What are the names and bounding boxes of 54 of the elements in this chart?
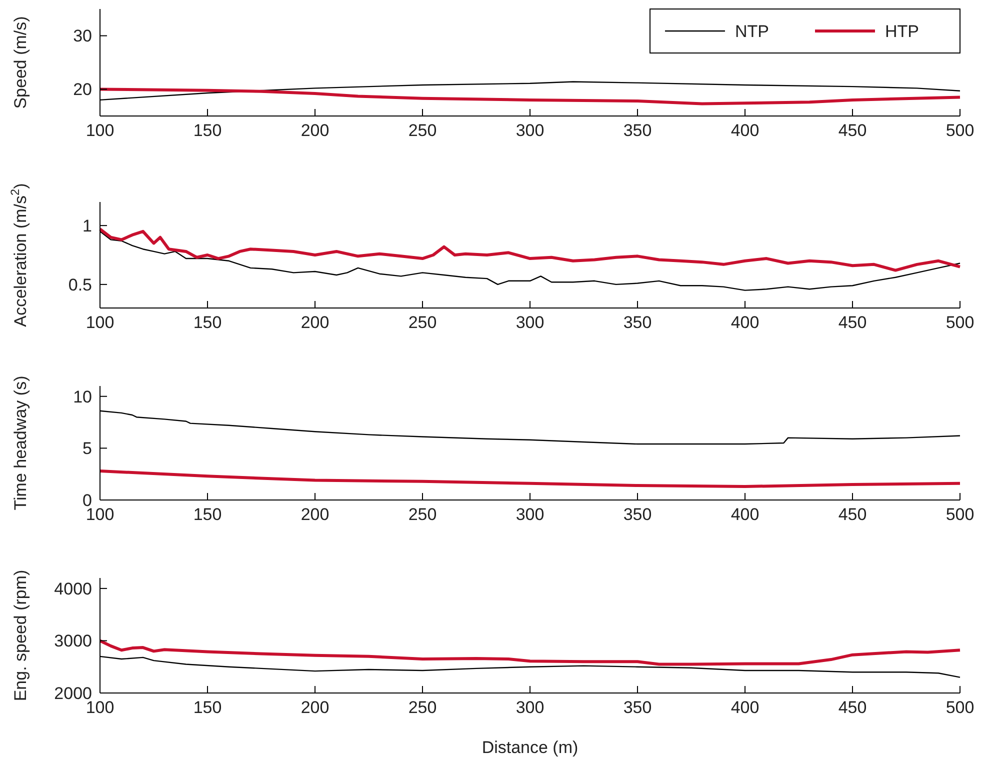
x-tick-label: 250 <box>408 313 437 332</box>
x-tick-label: 100 <box>86 313 114 332</box>
x-tick-label: 200 <box>300 698 330 717</box>
x-tick-label: 450 <box>838 698 867 717</box>
line-series <box>98 88 962 106</box>
x-tick-label: 400 <box>730 505 760 524</box>
x-tick-label: 100 <box>86 698 114 717</box>
x-tick-label: 100 <box>86 505 114 524</box>
x-tick-label: 450 <box>838 121 867 140</box>
y-tick-label: 3000 <box>54 632 92 651</box>
x-tick-label: 200 <box>300 505 330 524</box>
y-axis-title: Eng. speed (rpm) <box>11 570 30 702</box>
x-tick-label: 400 <box>730 121 760 140</box>
x-tick-label: 500 <box>946 505 974 524</box>
legend-label: NTP <box>735 22 769 41</box>
line-series <box>98 228 962 272</box>
line-series <box>98 469 962 488</box>
x-tick-label: 450 <box>838 313 867 332</box>
x-tick-label: 400 <box>730 698 760 717</box>
y-tick-label: 5 <box>82 439 92 458</box>
x-tick-label: 150 <box>193 313 222 332</box>
legend-label: HTP <box>885 22 919 41</box>
x-tick-label: 300 <box>516 313 544 332</box>
x-tick-label: 200 <box>300 121 330 140</box>
x-tick-label: 250 <box>408 698 437 717</box>
x-tick-label: 150 <box>193 121 222 140</box>
x-tick-label: 250 <box>408 505 437 524</box>
x-tick-label: 250 <box>408 121 437 140</box>
x-tick-label: 300 <box>516 698 544 717</box>
y-tick-label: 10 <box>73 387 92 406</box>
line-series <box>98 639 962 666</box>
x-tick-label: 500 <box>946 698 974 717</box>
x-tick-label: 300 <box>516 505 544 524</box>
x-tick-label: 350 <box>623 698 652 717</box>
y-tick-label: 20 <box>73 80 92 100</box>
y-tick-label: 0.5 <box>68 275 92 294</box>
y-tick-label: 1 <box>82 216 92 236</box>
x-axis-title: Distance (m) <box>482 738 578 757</box>
x-tick-label: 150 <box>193 698 222 717</box>
y-tick-label: 4000 <box>54 579 92 598</box>
x-tick-label: 150 <box>193 505 222 524</box>
y-tick-label: 30 <box>73 26 92 46</box>
x-tick-label: 350 <box>623 313 652 332</box>
x-tick-label: 350 <box>623 505 652 524</box>
x-tick-label: 100 <box>86 121 114 140</box>
x-tick-label: 200 <box>300 313 330 332</box>
x-tick-label: 350 <box>623 121 652 140</box>
x-tick-label: 500 <box>946 121 974 140</box>
x-tick-label: 500 <box>946 313 974 332</box>
x-tick-label: 450 <box>838 505 867 524</box>
y-axis-title: Speed (m/s) <box>11 16 30 109</box>
x-tick-label: 300 <box>516 121 544 140</box>
x-tick-label: 400 <box>730 313 760 332</box>
y-axis-title: Time headway (s) <box>11 376 30 510</box>
